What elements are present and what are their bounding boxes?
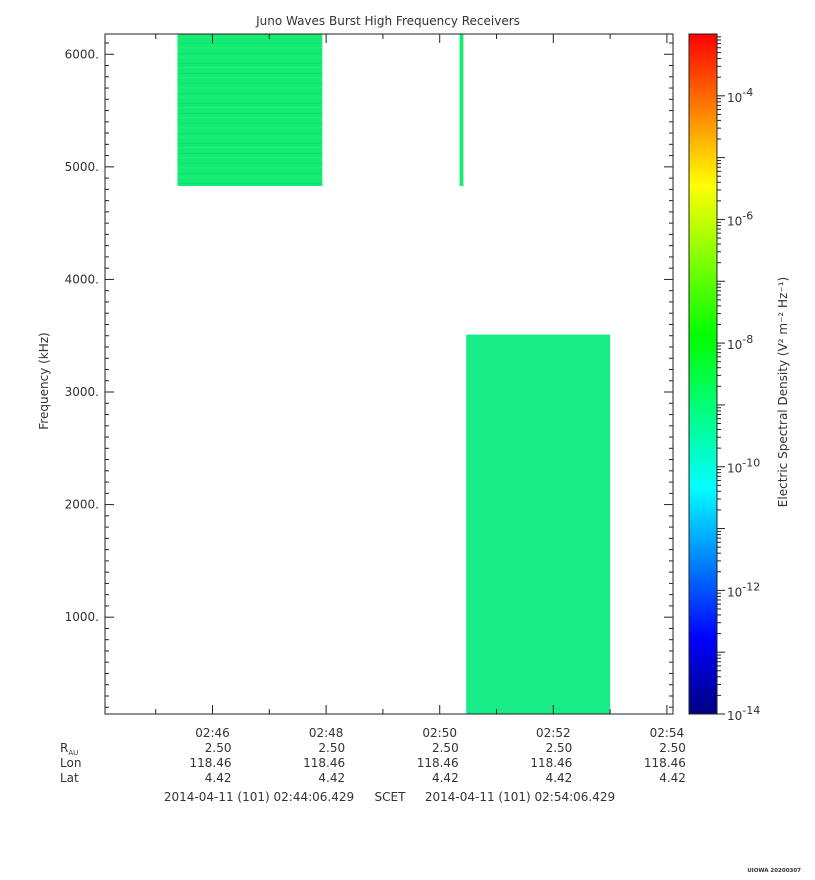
- y-tick-label: 5000.: [65, 160, 99, 174]
- colorbar-axis: 10-14 10-12 10-10 10-8 10-6 10-4: [717, 36, 760, 723]
- ephemeris-value: 4.42: [546, 771, 573, 785]
- spectral-block: [466, 334, 611, 714]
- ephemeris-value: 118.46: [644, 756, 686, 770]
- x-tick-label: 02:54: [650, 726, 685, 740]
- colorbar-tick-label: 10-14: [727, 704, 760, 723]
- time-span-frame: SCET: [375, 790, 407, 804]
- x-axis: 02:46 02:48 02:50 02:52 02:54: [155, 34, 685, 740]
- ephemeris-value: 4.42: [659, 771, 686, 785]
- processing-stamp: UIOWA 20200307: [747, 868, 801, 874]
- colorbar-tick-label: 10-10: [727, 457, 760, 476]
- ephemeris-table: RAU 2.50 2.50 2.50 2.50 2.50 Lon 118.46 118.46 11…: [60, 741, 686, 785]
- ephemeris-value: 2.50: [546, 741, 573, 755]
- spectral-block: [459, 34, 464, 186]
- time-span-end: 2014-04-11 (101) 02:54:06.429: [425, 790, 615, 804]
- y-tick-label: 6000.: [65, 47, 99, 61]
- chart-title: Juno Waves Burst High Frequency Receiver…: [255, 14, 520, 28]
- ephemeris-row-label: Lat: [60, 771, 79, 785]
- spectral-block: [177, 34, 323, 186]
- time-span-start: 2014-04-11 (101) 02:44:06.429: [164, 790, 354, 804]
- y-tick-label: 1000.: [65, 610, 99, 624]
- plot-data-blocks: [177, 34, 611, 714]
- x-tick-label: 02:48: [309, 726, 344, 740]
- ephemeris-value: 118.46: [417, 756, 459, 770]
- plot-frame: [104, 33, 674, 715]
- ephemeris-value: 4.42: [205, 771, 232, 785]
- y-axis: 1000. 2000. 3000. 4000. 5000. 6000.: [65, 42, 673, 708]
- ephemeris-row-label: Lon: [60, 756, 81, 770]
- ephemeris-value: 4.42: [318, 771, 345, 785]
- y-tick-label: 2000.: [65, 498, 99, 512]
- colorbar-tick-label: 10-8: [727, 333, 753, 352]
- colorbar: [688, 33, 718, 715]
- ephemeris-value: 118.46: [303, 756, 345, 770]
- colorbar-label: Electric Spectral Density (V² m⁻² Hz⁻¹): [776, 277, 790, 507]
- x-tick-label: 02:46: [195, 726, 230, 740]
- ephemeris-value: 118.46: [190, 756, 232, 770]
- x-tick-label: 02:50: [422, 726, 457, 740]
- colorbar-tick-label: 10-12: [727, 580, 760, 599]
- colorbar-tick-label: 10-6: [727, 209, 753, 228]
- ephemeris-value: 2.50: [318, 741, 345, 755]
- y-axis-label: Frequency (kHz): [37, 332, 51, 429]
- y-tick-label: 4000.: [65, 272, 99, 286]
- ephemeris-value: 2.50: [659, 741, 686, 755]
- colorbar-tick-label: 10-4: [727, 86, 753, 105]
- ephemeris-value: 4.42: [432, 771, 459, 785]
- ephemeris-value: 2.50: [205, 741, 232, 755]
- ephemeris-value: 118.46: [530, 756, 572, 770]
- x-tick-label: 02:52: [536, 726, 571, 740]
- ephemeris-row-label: RAU: [60, 741, 78, 757]
- y-tick-label: 3000.: [65, 385, 99, 399]
- ephemeris-value: 2.50: [432, 741, 459, 755]
